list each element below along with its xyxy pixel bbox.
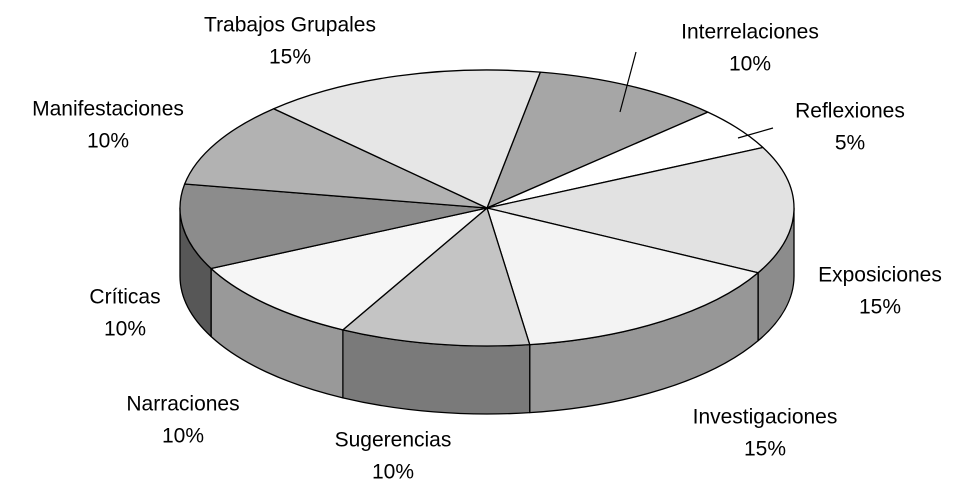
leader-line (619, 51, 637, 113)
slice-label: Interrelaciones (681, 21, 819, 44)
value-label: 10% (729, 53, 771, 76)
value-label: 15% (269, 46, 311, 69)
pie-sides (179, 207, 795, 415)
slice-label: Críticas (89, 286, 160, 309)
labels: Interrelaciones 10% Reflexiones 5% Exposicio… (32, 14, 942, 484)
pie-slice (486, 71, 709, 209)
pie-slice (342, 207, 531, 347)
value-label: 5% (835, 132, 865, 155)
slice-label: Trabajos Grupales (204, 14, 376, 37)
value-label: 10% (372, 461, 414, 484)
pie-slice (486, 146, 795, 274)
value-label: 10% (162, 425, 204, 448)
value-label: 10% (104, 318, 146, 341)
pie-slice (184, 108, 488, 209)
value-label: 15% (859, 296, 901, 319)
slice-label: Investigaciones (693, 406, 838, 429)
slice-label: Reflexiones (795, 100, 905, 123)
pie-slice (486, 207, 759, 346)
slice-label: Narraciones (126, 393, 239, 416)
slice-label: Exposiciones (818, 264, 942, 287)
leader-line (737, 127, 774, 139)
slice-label: Sugerencias (335, 429, 452, 452)
pie-slice (179, 183, 488, 270)
pie-tops (179, 69, 795, 347)
value-label: 10% (87, 130, 129, 153)
slice-label: Manifestaciones (32, 98, 184, 121)
pie-slice (210, 207, 488, 331)
value-label: 15% (744, 438, 786, 461)
pie-slice (273, 69, 541, 209)
